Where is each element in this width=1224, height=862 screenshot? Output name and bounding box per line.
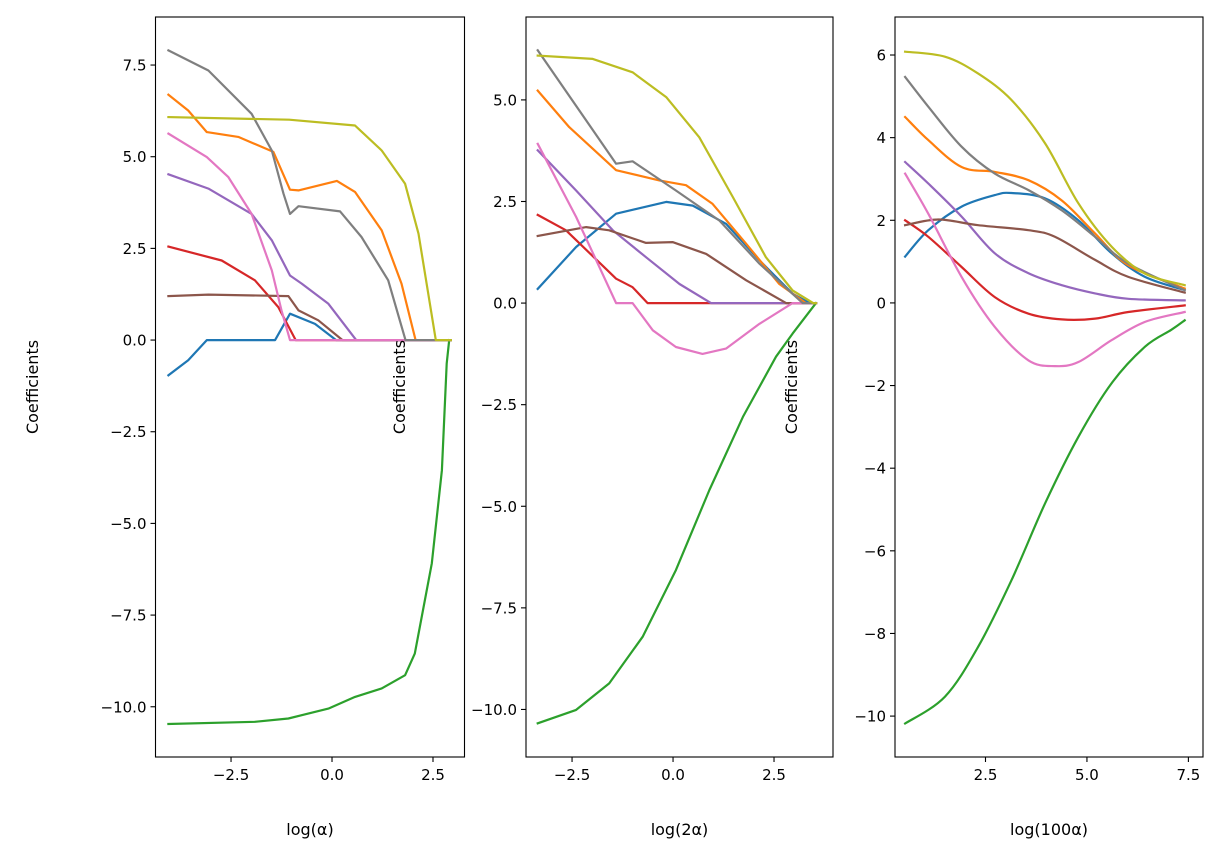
y-tick-label: −6	[864, 542, 886, 560]
y-tick-label: −4	[864, 460, 886, 478]
x-axis-label: log(2α)	[651, 820, 709, 839]
y-tick-label: −10.0	[471, 701, 517, 719]
x-tick-label: 7.5	[1176, 766, 1200, 784]
y-tick-label: 7.5	[123, 57, 147, 75]
series-group	[536, 48, 818, 725]
series-line-6	[536, 226, 818, 305]
series-line-4	[536, 213, 818, 305]
series-line-3	[536, 301, 818, 725]
series-line-8	[166, 48, 452, 342]
y-tick-label: 2.5	[123, 240, 147, 258]
axes-frame	[894, 16, 1204, 758]
y-tick-label: −5.0	[110, 515, 146, 533]
y-axis-label: Coefficients	[23, 340, 42, 434]
series-line-7	[166, 132, 452, 342]
series-group	[166, 48, 452, 726]
subplot-1: −2.5 0.0 2.5 7.5 5.0 2.5 0.0 −2.5 −5.0 −7.5 −10.0 l…	[23, 16, 466, 839]
y-tick-label: 4	[876, 129, 886, 147]
x-tick-label: 2.5	[974, 766, 998, 784]
x-tick-label: 0.0	[320, 766, 344, 784]
y-tick-label: 6	[876, 47, 886, 65]
series-line-8	[903, 75, 1187, 292]
y-axis-label: Coefficients	[782, 340, 801, 434]
series-line-9	[903, 50, 1187, 287]
y-tick-label: 2	[876, 212, 886, 230]
x-tick-label: −2.5	[554, 766, 590, 784]
y-tick-label: −2	[864, 377, 886, 395]
series-line-4	[903, 218, 1186, 321]
series-line-5	[166, 172, 452, 342]
series-line-9	[167, 115, 452, 342]
series-line-5	[536, 148, 818, 305]
series-line-8	[536, 48, 818, 305]
y-tick-label: 0	[876, 294, 886, 312]
x-tick-label: −2.5	[213, 766, 249, 784]
y-tick-label: −2.5	[481, 396, 517, 414]
y-tick-label: −10	[854, 708, 886, 726]
y-tick-label: 2.5	[493, 193, 517, 211]
series-line-2	[166, 93, 452, 342]
axes-frame	[154, 16, 466, 758]
subplot-3: 2.5 5.0 7.5 6 4 2 0 −2 −4 −6 −8 −10 log(100α) Coeffic…	[782, 16, 1204, 839]
series-group	[903, 50, 1187, 726]
y-tick-label: −5.0	[481, 498, 517, 516]
y-tick-label: 5.0	[493, 91, 517, 109]
series-line-7	[536, 142, 818, 355]
subplot-2: −2.5 0.0 2.5 5.0 2.5 0.0 −2.5 −5.0 −7.5 −10.0 log(…	[390, 16, 834, 839]
y-tick-label: −2.5	[110, 423, 146, 441]
series-line-5	[903, 160, 1186, 302]
x-tick-label: 0.0	[661, 766, 685, 784]
series-line-1	[903, 191, 1187, 292]
y-tick-label: −8	[864, 625, 886, 643]
y-tick-label: 5.0	[123, 148, 147, 166]
y-tick-label: −10.0	[101, 698, 147, 716]
y-tick-label: 0.0	[493, 295, 517, 313]
series-line-6	[903, 218, 1187, 294]
y-tick-label: 0.0	[123, 332, 147, 350]
x-tick-label: 2.5	[421, 766, 445, 784]
series-line-9	[536, 54, 818, 305]
series-line-3	[167, 338, 451, 726]
x-axis-label: log(α)	[286, 820, 333, 839]
x-tick-label: 2.5	[762, 766, 786, 784]
x-tick-label: 5.0	[1075, 766, 1099, 784]
series-line-7	[903, 172, 1187, 368]
y-tick-label: −7.5	[110, 607, 146, 625]
series-line-1	[166, 312, 452, 377]
series-line-3	[903, 318, 1187, 726]
y-axis-label: Coefficients	[390, 340, 409, 434]
y-tick-label: −7.5	[481, 599, 517, 617]
axes-frame	[525, 16, 834, 758]
x-axis-label: log(100α)	[1010, 820, 1088, 839]
